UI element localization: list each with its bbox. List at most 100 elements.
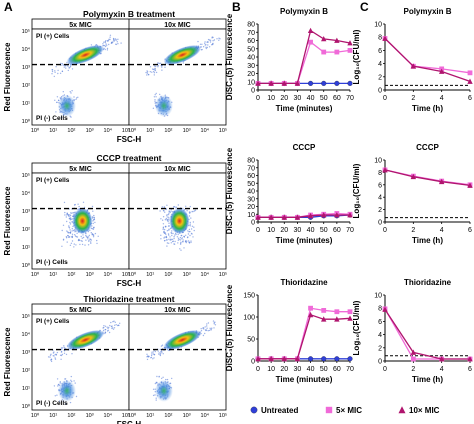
event-dot (102, 329, 105, 332)
event-dot (96, 242, 98, 245)
event-dot (154, 100, 156, 103)
event-dot (168, 211, 170, 213)
event-dot (147, 355, 149, 358)
event-dot (52, 355, 54, 357)
event-dot (150, 354, 153, 357)
y-axis-label: Log₁₀(CFU/ml) (352, 163, 361, 218)
event-dot (71, 235, 74, 237)
x-axis-label: Time (minutes) (276, 236, 333, 245)
event-dot (104, 45, 106, 47)
flow-plot-label: 10x MIC (164, 166, 190, 173)
event-dot (155, 397, 157, 399)
event-dot (107, 327, 109, 330)
event-dot (161, 206, 163, 208)
flow-x-tick: 10¹ (146, 413, 154, 419)
event-dot (159, 93, 161, 96)
event-dot (161, 377, 163, 380)
event-dot (72, 212, 74, 214)
event-dot (209, 327, 211, 329)
event-dot (47, 356, 50, 358)
event-dot (146, 353, 148, 355)
event-dot (179, 248, 181, 250)
event-dot (153, 357, 155, 359)
event-dot (63, 66, 65, 68)
event-dot (154, 394, 156, 396)
flow-y-tick: 10² (22, 227, 30, 233)
event-dot (54, 358, 57, 360)
event-dot (151, 353, 153, 355)
event-dot (112, 321, 114, 323)
data-point (347, 309, 353, 315)
event-dot (57, 72, 59, 75)
data-point (294, 80, 301, 86)
event-dot (185, 205, 187, 207)
event-dot (97, 235, 99, 237)
event-dot (204, 329, 207, 331)
event-dot (160, 350, 163, 352)
series-line (384, 38, 471, 74)
event-dot (185, 240, 187, 242)
event-dot (103, 325, 105, 327)
event-dot (167, 233, 170, 235)
event-dot (102, 43, 104, 45)
event-dot (117, 38, 119, 40)
flow-x-tick: 10⁰ (31, 412, 40, 419)
series-line (258, 313, 351, 360)
event-dot (69, 214, 71, 216)
flow-x-tick: 10⁵ (219, 271, 227, 278)
event-dot (81, 243, 84, 246)
y-tick-label: 10 (374, 293, 382, 300)
event-dot (82, 234, 84, 236)
density-hotspot (163, 330, 202, 350)
event-dot (153, 96, 156, 98)
y-tick-label: 50 (247, 46, 255, 53)
x-tick-label: 4 (440, 95, 444, 102)
data-point (255, 355, 261, 362)
x-tick-label: 40 (307, 95, 315, 102)
event-dot (168, 228, 170, 230)
flow-x-tick: 10⁵ (122, 271, 130, 278)
series-line (384, 308, 470, 360)
data-point (438, 178, 445, 185)
y-tick-label: 40 (247, 189, 255, 196)
event-dot (87, 244, 90, 246)
event-dot (207, 44, 209, 46)
data-point (467, 78, 473, 84)
event-dot (70, 242, 73, 244)
x-tick-label: 2 (411, 366, 415, 373)
density-hotspot (169, 208, 190, 234)
event-dot (66, 220, 68, 223)
event-dot (153, 74, 155, 76)
x-axis-label: Time (minutes) (276, 375, 333, 384)
event-dot (155, 92, 157, 95)
x-tick-label: 0 (383, 95, 387, 102)
event-dot (112, 39, 115, 41)
flow-x-tick: 10¹ (49, 272, 57, 278)
event-dot (61, 245, 63, 247)
event-dot (66, 241, 68, 243)
event-dot (204, 326, 206, 328)
data-point (321, 35, 327, 42)
event-dot (106, 47, 109, 50)
data-point (467, 356, 473, 362)
data-point (334, 309, 340, 315)
event-dot (165, 236, 168, 239)
event-dot (154, 382, 157, 385)
event-dot (155, 71, 158, 74)
event-dot (93, 218, 96, 220)
y-tick-label: 30 (247, 196, 255, 203)
event-dot (69, 244, 72, 246)
event-dot (91, 217, 94, 219)
flow-x-tick: 10³ (86, 272, 94, 278)
y-tick-label: 4 (378, 332, 382, 339)
event-dot (160, 65, 162, 67)
event-dot (181, 234, 183, 237)
event-dot (159, 354, 161, 356)
data-point (410, 173, 417, 180)
event-dot (106, 326, 108, 328)
flow-x-tick: 10⁴ (201, 127, 210, 134)
event-dot (199, 43, 202, 45)
event-dot (70, 379, 72, 381)
